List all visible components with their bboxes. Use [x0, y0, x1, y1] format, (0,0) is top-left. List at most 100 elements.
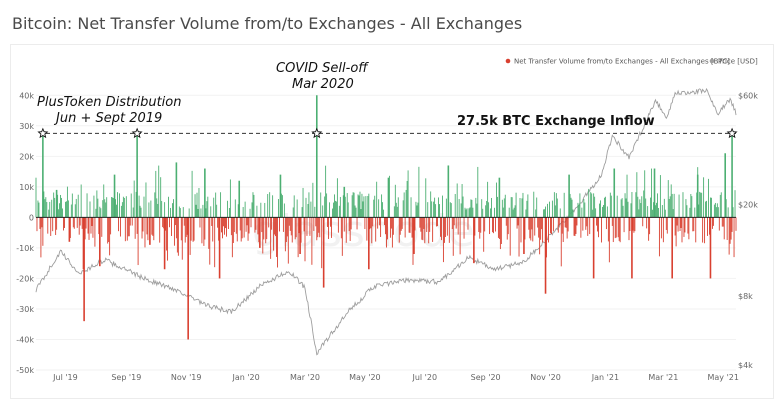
net-flow-bar	[437, 217, 438, 227]
net-flow-bar	[477, 166, 479, 218]
net-flow-bar	[341, 217, 343, 256]
net-flow-bar	[162, 217, 164, 228]
net-flow-bar	[599, 203, 600, 218]
net-flow-bar	[66, 186, 68, 218]
net-flow-bar	[111, 197, 113, 218]
net-flow-bar	[366, 217, 368, 241]
net-flow-bar	[340, 217, 342, 239]
net-flow-bar	[59, 203, 61, 218]
net-flow-bar	[284, 217, 286, 252]
y-right-tick-label: $8k	[738, 292, 753, 301]
net-flow-bar	[694, 207, 696, 218]
net-flow-bar	[420, 217, 422, 232]
net-flow-bar	[685, 199, 687, 218]
net-flow-bar	[626, 174, 628, 218]
net-flow-bar	[56, 217, 58, 230]
net-flow-bar	[455, 217, 457, 229]
net-flow-bar	[321, 217, 323, 269]
net-flow-bar	[228, 208, 230, 218]
net-flow-bar	[734, 190, 736, 218]
net-flow-bar	[272, 195, 274, 218]
annotation-plustoken: PlusToken Distribution Jun + Sept 2019	[37, 95, 182, 126]
net-flow-bar	[166, 217, 168, 251]
net-flow-bar	[153, 217, 155, 241]
net-flow-bar	[205, 208, 207, 218]
net-flow-bar	[469, 207, 471, 218]
net-flow-bar	[518, 217, 520, 257]
net-flow-bar	[571, 199, 573, 218]
legend-swatch-price	[709, 58, 715, 64]
net-flow-bar	[712, 217, 714, 226]
net-flow-bar	[732, 207, 734, 218]
net-flow-bar	[444, 217, 446, 237]
net-flow-bar	[124, 217, 126, 242]
net-flow-bar	[206, 201, 208, 218]
net-flow-bar	[644, 170, 646, 218]
net-flow-bar	[74, 204, 76, 218]
net-flow-bar	[470, 199, 472, 218]
net-flow-bar	[224, 217, 225, 235]
net-flow-bar	[220, 192, 222, 218]
net-flow-bar-major	[149, 217, 151, 245]
net-flow-bar	[705, 201, 707, 218]
net-flow-bar	[501, 199, 503, 218]
net-flow-bar-major	[279, 174, 282, 218]
net-flow-bar	[364, 217, 366, 230]
net-flow-bar	[472, 207, 474, 218]
y-left-tick-label: -30k	[16, 305, 34, 314]
net-flow-bar	[505, 217, 507, 226]
net-flow-bar	[72, 217, 74, 228]
net-flow-bar	[564, 217, 566, 228]
net-flow-bar	[504, 194, 506, 218]
net-flow-bar	[87, 217, 89, 234]
net-flow-bar	[468, 208, 470, 218]
net-flow-bar	[632, 217, 634, 231]
y-left-tick-label: -20k	[16, 274, 34, 283]
net-flow-bar	[514, 205, 516, 218]
net-flow-series	[35, 95, 737, 340]
net-flow-bar	[482, 208, 484, 218]
net-flow-bar	[677, 217, 679, 232]
net-flow-bar	[550, 217, 551, 233]
net-flow-bar	[610, 195, 612, 218]
y-left-tick-label: 10k	[19, 183, 34, 192]
net-flow-bar-major	[136, 133, 138, 218]
net-flow-bar	[572, 209, 574, 218]
net-flow-bar	[332, 208, 333, 218]
net-flow-bar	[61, 197, 62, 218]
net-flow-bar	[533, 191, 535, 218]
star-marker-icon	[37, 127, 49, 139]
net-flow-bar	[633, 217, 635, 233]
net-flow-bar	[620, 199, 622, 218]
net-flow-bar	[231, 217, 233, 258]
net-flow-bar	[625, 198, 627, 218]
net-flow-bar	[55, 217, 57, 236]
net-flow-bar	[360, 209, 362, 218]
net-flow-bar	[347, 202, 349, 218]
net-flow-bar	[532, 217, 534, 242]
net-flow-bar	[123, 197, 125, 218]
net-flow-bar	[387, 217, 388, 240]
net-flow-bar	[453, 217, 455, 226]
net-flow-bar	[483, 217, 485, 252]
net-flow-bar-major	[218, 217, 221, 279]
net-flow-bar	[150, 200, 152, 218]
net-flow-bar-major	[671, 217, 673, 279]
net-flow-bar	[312, 182, 314, 218]
net-flow-bar-major	[568, 174, 570, 218]
net-flow-bar	[119, 193, 120, 218]
net-flow-bar	[339, 196, 341, 218]
net-flow-bar	[137, 217, 139, 266]
net-flow-bar	[491, 197, 492, 218]
net-flow-bar	[586, 217, 588, 227]
net-flow-bar	[547, 203, 548, 218]
net-flow-bar	[92, 217, 94, 238]
net-flow-bar	[676, 217, 678, 226]
net-flow-bar	[230, 217, 232, 236]
net-flow-bar	[510, 197, 512, 218]
net-flow-bar	[76, 217, 78, 228]
net-flow-bar	[643, 190, 645, 218]
net-flow-bar	[563, 192, 565, 218]
net-flow-bar	[647, 206, 649, 218]
